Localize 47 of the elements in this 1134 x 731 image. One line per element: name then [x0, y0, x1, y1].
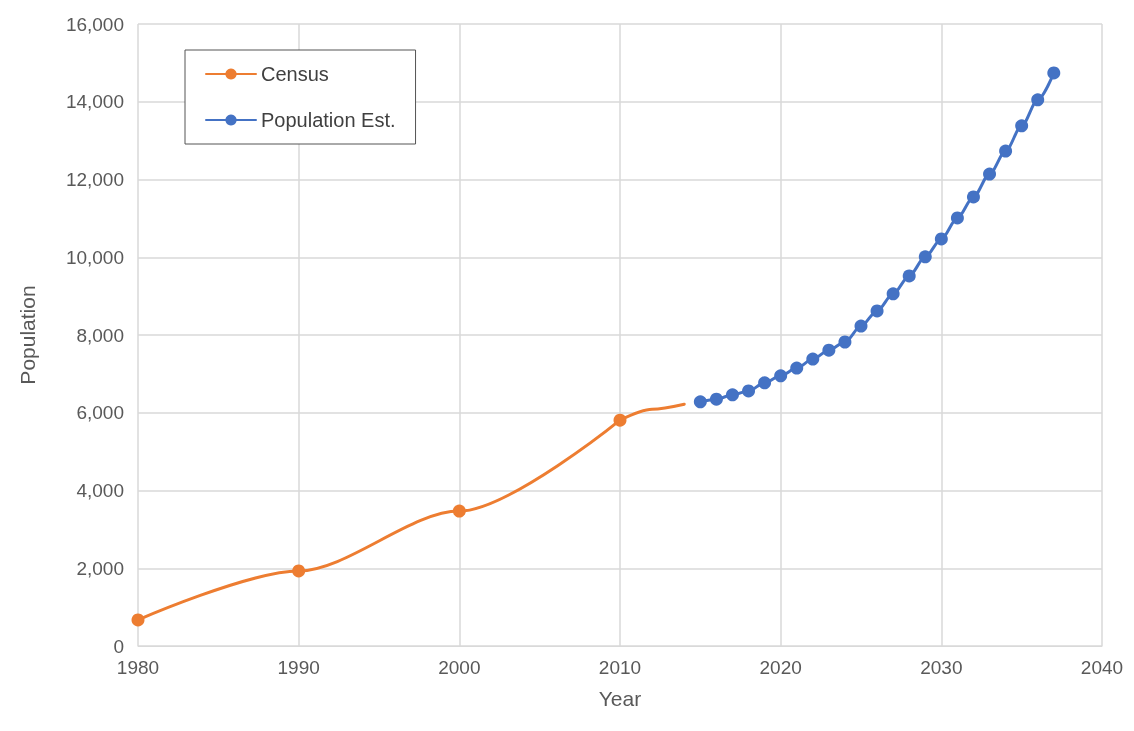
point — [918, 250, 932, 264]
y-tick-label: 8,000 — [76, 324, 124, 346]
legend-label: Census — [261, 63, 329, 85]
point — [452, 504, 466, 518]
point — [934, 232, 948, 246]
x-tick-label: 2030 — [920, 657, 963, 678]
legend-label: Population Est. — [261, 109, 396, 131]
point — [838, 335, 852, 349]
y-tick-label: 12,000 — [65, 169, 124, 190]
point — [950, 211, 964, 225]
point — [709, 392, 723, 406]
x-tick-label: 1990 — [277, 657, 320, 678]
y-axis-title: Population — [16, 285, 39, 385]
point — [854, 319, 868, 333]
point — [693, 395, 707, 409]
point — [742, 384, 756, 398]
x-tick-label: 2020 — [759, 657, 802, 678]
point — [886, 287, 900, 301]
point — [774, 369, 788, 383]
y-tick-label: 10,000 — [65, 246, 124, 268]
point — [966, 190, 980, 204]
point — [1015, 119, 1029, 133]
point — [758, 376, 772, 390]
point — [822, 343, 836, 357]
point — [1047, 66, 1061, 80]
y-tick-label: 14,000 — [65, 91, 124, 113]
x-tick-label: 1980 — [116, 657, 160, 678]
point — [806, 352, 820, 366]
point — [790, 361, 804, 375]
y-tick-label: 2,000 — [76, 557, 124, 579]
point — [292, 564, 306, 578]
x-tick-label: 2000 — [438, 657, 481, 678]
point — [613, 413, 627, 427]
point — [725, 388, 739, 402]
point — [983, 167, 997, 181]
y-tick-label: 6,000 — [76, 402, 124, 424]
x-tick-label: 2040 — [1080, 657, 1124, 678]
y-tick-label: 4,000 — [76, 480, 124, 501]
x-axis-title: Year — [598, 687, 642, 710]
point — [999, 144, 1013, 158]
point — [870, 304, 884, 318]
y-tick-label: 0 — [113, 635, 124, 657]
point — [902, 269, 916, 283]
x-tick-label: 2010 — [598, 657, 642, 678]
y-tick-label: 16,000 — [65, 13, 124, 35]
point — [131, 613, 145, 627]
point — [1031, 93, 1045, 107]
